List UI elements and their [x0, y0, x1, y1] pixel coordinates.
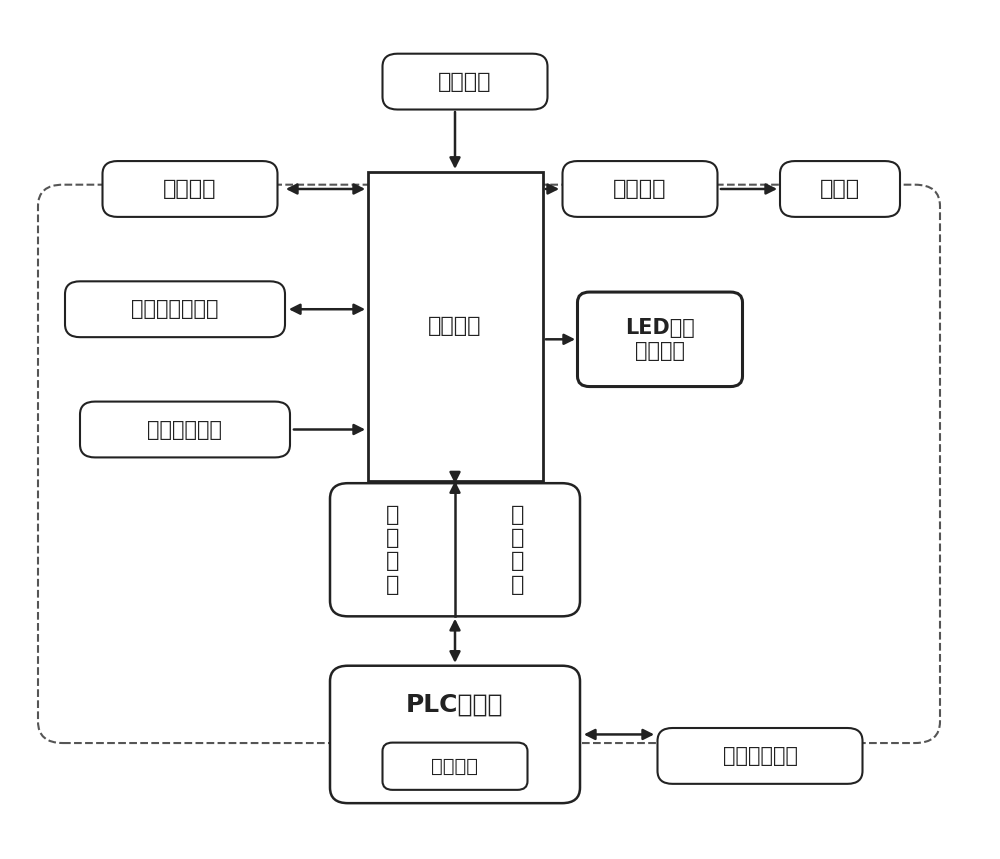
FancyBboxPatch shape [103, 161, 277, 216]
Text: 反吹阀: 反吹阀 [820, 179, 860, 199]
Text: PLC控制器: PLC控制器 [406, 692, 504, 716]
Text: 控制模块: 控制模块 [428, 316, 482, 337]
FancyBboxPatch shape [658, 728, 862, 783]
Text: 存储模块: 存储模块 [432, 757, 479, 776]
FancyBboxPatch shape [780, 161, 900, 216]
Text: 输出模块: 输出模块 [613, 179, 667, 199]
FancyBboxPatch shape [80, 402, 290, 457]
Text: 通
信
模
块: 通 信 模 块 [386, 505, 399, 594]
Text: 计时模块: 计时模块 [163, 179, 217, 199]
Text: 开关量输入模块: 开关量输入模块 [131, 299, 219, 320]
Bar [368, 172, 542, 481]
FancyBboxPatch shape [65, 281, 285, 337]
FancyBboxPatch shape [562, 161, 718, 216]
FancyBboxPatch shape [382, 53, 548, 109]
FancyBboxPatch shape [382, 742, 528, 790]
FancyBboxPatch shape [330, 666, 580, 803]
Text: 通
信
模
块: 通 信 模 块 [511, 505, 524, 594]
FancyBboxPatch shape [330, 483, 580, 617]
Text: 人工控制模块: 人工控制模块 [148, 419, 222, 440]
FancyBboxPatch shape [578, 292, 742, 387]
Text: 电源模块: 电源模块 [438, 71, 492, 92]
Text: LED报错
指示模块: LED报错 指示模块 [625, 318, 695, 361]
Text: 数据采集模块: 数据采集模块 [722, 746, 798, 766]
